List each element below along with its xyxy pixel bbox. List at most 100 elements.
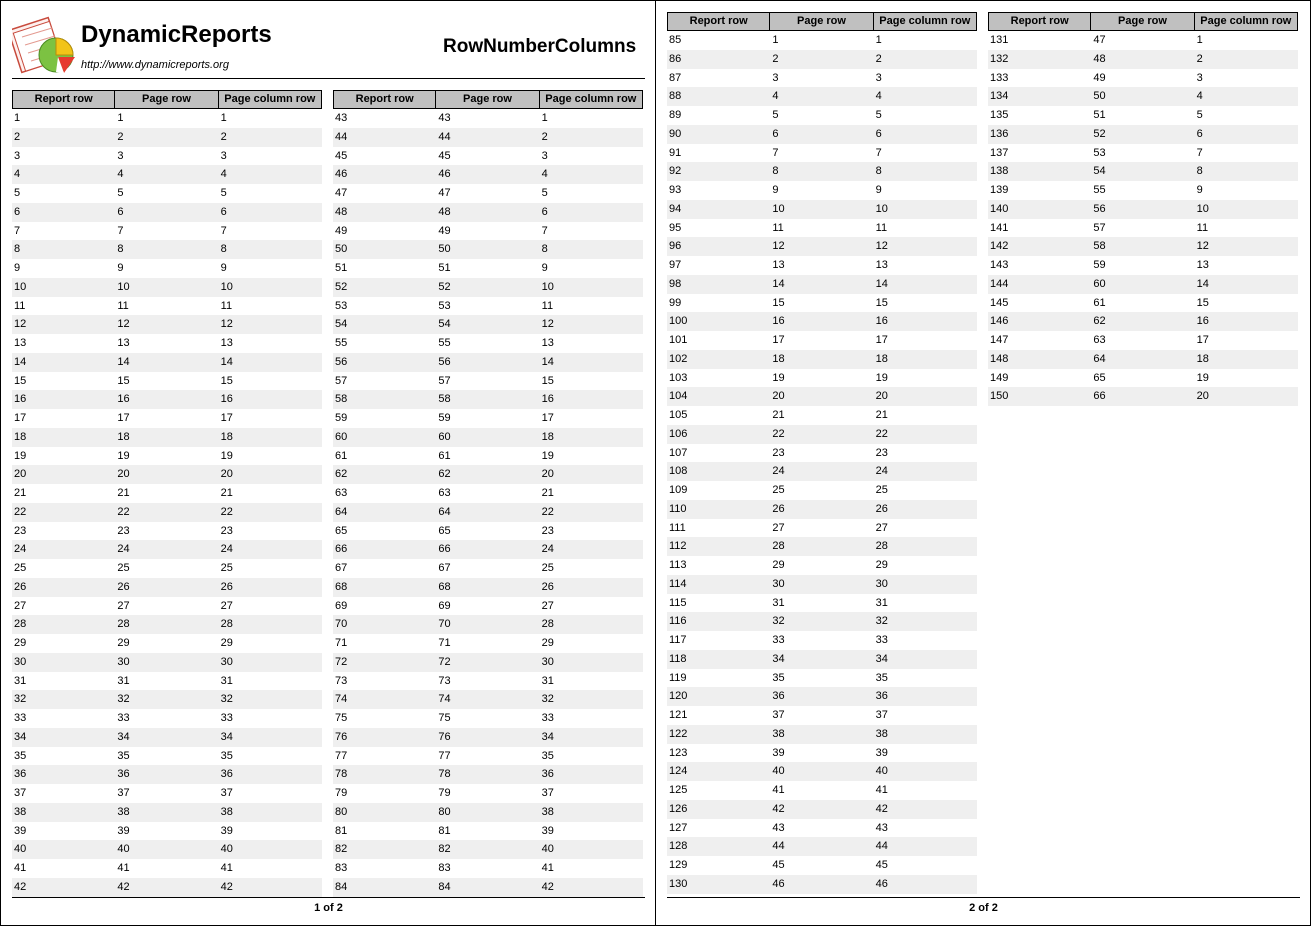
- table-row: 1 1 1: [12, 109, 322, 128]
- table-cell: 91: [669, 146, 682, 159]
- table-cell: 141: [990, 221, 1009, 234]
- table-cell: 18: [117, 430, 130, 443]
- table-cell: 31: [875, 596, 888, 609]
- table-cell: 21: [117, 487, 130, 499]
- table-cell: 7: [875, 146, 882, 159]
- table-cell: 2: [117, 130, 124, 143]
- table-cell: 25: [14, 562, 27, 574]
- table-cell: 12: [541, 318, 554, 331]
- table-cell: 94: [669, 202, 682, 215]
- table-row: 105 21 21: [667, 406, 977, 425]
- table-cell: 18: [220, 430, 233, 443]
- table-cell: 14: [875, 277, 888, 290]
- table-block-4: Report row Page row Page column row 131 47 1 1…: [988, 12, 1298, 406]
- table-cell: 17: [772, 334, 785, 346]
- table-row: 78 78 36: [333, 765, 643, 784]
- table-cell: 39: [14, 824, 27, 837]
- table-cell: 12: [14, 318, 27, 331]
- table-cell: 60: [1093, 277, 1106, 290]
- table-cell: 5: [875, 109, 882, 121]
- table-cell: 30: [14, 655, 27, 668]
- column-header: Page column row: [1194, 12, 1298, 31]
- table-cell: 3: [14, 149, 21, 162]
- table-cell: 58: [438, 393, 451, 406]
- column-header: Page row: [770, 12, 874, 31]
- table-cell: 80: [335, 805, 348, 818]
- table-cell: 44: [875, 840, 888, 853]
- table-cell: 5: [14, 187, 21, 199]
- table-cell: 21: [220, 487, 233, 499]
- table-cell: 7: [541, 224, 548, 237]
- table-cell: 13: [117, 337, 130, 349]
- table-cell: 76: [335, 730, 348, 743]
- table-cell: 8: [220, 243, 227, 256]
- table-cell: 24: [875, 465, 888, 478]
- table-row: 22 22 22: [12, 502, 322, 522]
- table-cell: 28: [14, 618, 27, 631]
- table-row: 106 22 22: [667, 424, 977, 444]
- table-cell: 4: [220, 168, 227, 181]
- table-row: 2 2 2: [12, 127, 322, 147]
- table-cell: 42: [541, 880, 554, 893]
- table-cell: 119: [669, 671, 687, 684]
- table-row: 19 19 19: [12, 447, 322, 466]
- table-cell: 34: [14, 730, 27, 743]
- table-cell: 13: [541, 337, 554, 349]
- table-cell: 12: [772, 240, 785, 253]
- table-row: 144 60 14: [988, 274, 1298, 294]
- table-row: 127 43 43: [667, 819, 977, 838]
- table-cell: 14: [772, 277, 785, 290]
- table-cell: 127: [669, 821, 688, 834]
- table-cell: 11: [1196, 221, 1209, 234]
- table-cell: 41: [220, 862, 233, 874]
- table-cell: 22: [875, 427, 888, 440]
- table-row: 23 23 23: [12, 522, 322, 541]
- footer-divider: [12, 897, 645, 898]
- table-cell: 24: [541, 543, 554, 556]
- table-row: 101 17 17: [667, 331, 977, 350]
- table-cell: 15: [220, 374, 233, 387]
- table-cell: 112: [669, 540, 687, 553]
- table-cell: 47: [1093, 34, 1106, 46]
- table-cell: 103: [669, 371, 688, 384]
- table-cell: 89: [669, 109, 682, 121]
- table-cell: 96: [669, 240, 682, 253]
- brand-url[interactable]: http://www.dynamicreports.org: [81, 59, 229, 71]
- table-cell: 14: [14, 355, 27, 368]
- table-row: 130 46 46: [667, 874, 977, 894]
- table-row: 36 36 36: [12, 765, 322, 784]
- table-cell: 137: [990, 146, 1009, 159]
- table-block-2: Report row Page row Page column row 43 43 1 44…: [333, 90, 643, 897]
- table-row: 137 53 7: [988, 144, 1298, 163]
- table-cell: 11: [875, 221, 888, 234]
- table-cell: 4: [875, 90, 882, 103]
- table-cell: 97: [669, 259, 682, 271]
- table-cell: 69: [335, 599, 348, 612]
- table-row: 60 60 18: [333, 427, 643, 447]
- table-row: 74 74 32: [333, 690, 643, 709]
- table-cell: 2: [772, 52, 779, 65]
- table-cell: 19: [220, 449, 233, 462]
- table-cell: 35: [220, 749, 233, 762]
- table-cell: 72: [335, 655, 348, 668]
- table-row: 114 30 30: [667, 574, 977, 594]
- table-cell: 68: [438, 580, 451, 593]
- table-cell: 25: [875, 484, 888, 496]
- table-cell: 10: [875, 202, 888, 215]
- table-cell: 36: [875, 690, 888, 703]
- table-cell: 114: [669, 577, 687, 590]
- table-row: 91 7 7: [667, 144, 977, 163]
- table-cell: 8: [772, 165, 779, 178]
- table-row: 53 53 11: [333, 297, 643, 316]
- table-cell: 14: [117, 355, 130, 368]
- table-cell: 65: [335, 524, 348, 537]
- table-cell: 32: [772, 615, 785, 628]
- table-cell: 36: [772, 690, 785, 703]
- table-cell: 113: [669, 559, 687, 571]
- table-cell: 24: [117, 543, 130, 556]
- table-cell: 41: [117, 862, 130, 874]
- table-cell: 44: [772, 840, 785, 853]
- table-cell: 27: [541, 599, 554, 612]
- table-cell: 41: [772, 784, 785, 796]
- table-row: 65 65 23: [333, 522, 643, 541]
